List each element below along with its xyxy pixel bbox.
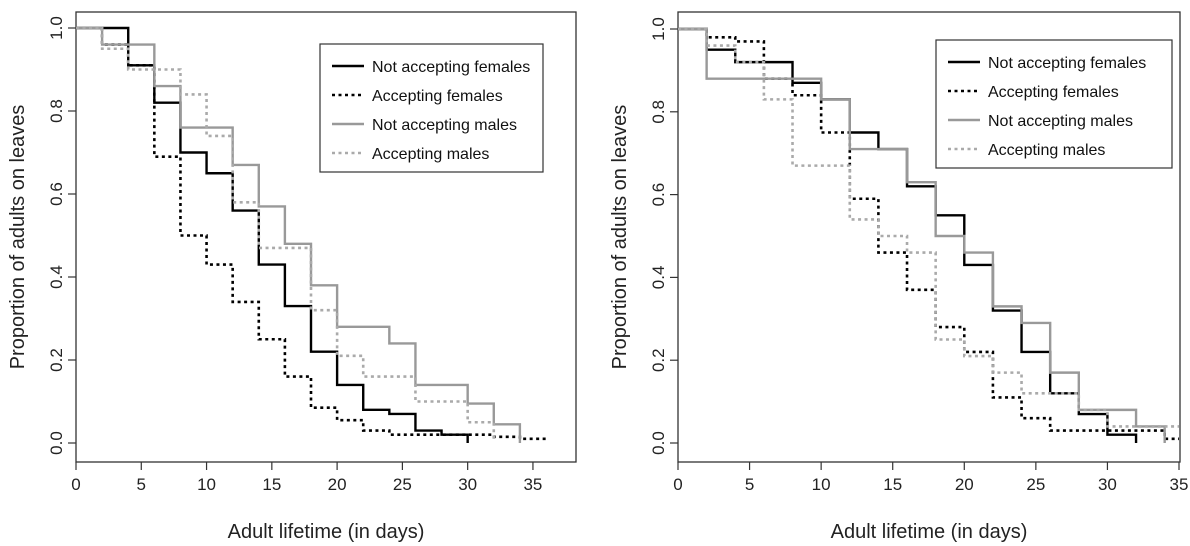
y-tick-label: 0.4 [649,266,668,290]
y-tick-label: 1.0 [47,16,66,40]
x-tick-label: 35 [523,475,542,494]
legend-label: Accepting females [988,84,1119,101]
x-tick-label: 25 [1026,475,1045,494]
legend-label: Not accepting males [372,117,517,134]
y-tick-label: 0.0 [649,431,668,455]
y-axis-title: Proportion of adults on leaves [7,105,29,370]
legend-label: Not accepting males [988,113,1133,130]
series-line-accepting-males [76,26,496,439]
x-axis-title: Adult lifetime (in days) [831,521,1028,543]
x-tick-label: 10 [197,475,216,494]
x-tick-label: 15 [883,475,902,494]
y-tick-label: 0.8 [47,99,66,123]
series-line-accepting-males [678,27,1179,428]
x-tick-label: 0 [71,475,80,494]
right-survival-plot: 0 5 10 15 20 25 30 35 0.0 0.2 0.4 0.6 0.8 1.0 Adult li… [609,11,1189,543]
x-tick-label: 10 [812,475,831,494]
legend: Not accepting females Accepting females No… [935,39,1173,169]
x-tick-label: 30 [1098,475,1117,494]
x-tick-label: 20 [955,475,974,494]
x-tick-label: 5 [137,475,146,494]
x-tick-label: 5 [745,475,754,494]
y-tick-label: 0.2 [649,348,668,372]
y-tick-label: 0.8 [649,100,668,124]
y-tick-label: 0.4 [47,265,66,289]
x-axis-title: Adult lifetime (in days) [228,521,425,543]
y-tick-label: 0.2 [47,348,66,372]
x-tick-label: 25 [393,475,412,494]
series-line-accepting-females [678,27,1179,441]
legend-label: Accepting females [372,88,503,105]
y-tick-label: 0.0 [47,431,66,455]
x-tick-label: 30 [458,475,477,494]
series-line-not-accepting-males [678,27,1166,443]
legend-label: Accepting males [372,146,489,163]
y-axis-title: Proportion of adults on leaves [609,105,631,370]
x-tick-label: 15 [262,475,281,494]
plot-frame [75,11,577,463]
y-tick-label: 0.6 [649,183,668,207]
series-line-not-accepting-females [678,27,1138,443]
legend-label: Accepting males [988,142,1105,159]
legend-label: Not accepting females [988,55,1146,72]
left-survival-plot: 0 5 10 15 20 25 30 35 0.0 0.2 0.4 0.6 0.8 1.0 Adult li… [7,11,577,543]
series-line-not-accepting-males [76,26,522,443]
legend: Not accepting females Accepting females No… [319,43,544,173]
x-tick-label: 35 [1170,475,1189,494]
legend-label: Not accepting females [372,59,530,76]
x-tick-label: 20 [328,475,347,494]
y-tick-label: 0.6 [47,182,66,206]
y-tick-label: 1.0 [649,17,668,41]
plot-frame [677,11,1181,463]
x-tick-label: 0 [673,475,682,494]
series-line-not-accepting-females [76,26,469,443]
